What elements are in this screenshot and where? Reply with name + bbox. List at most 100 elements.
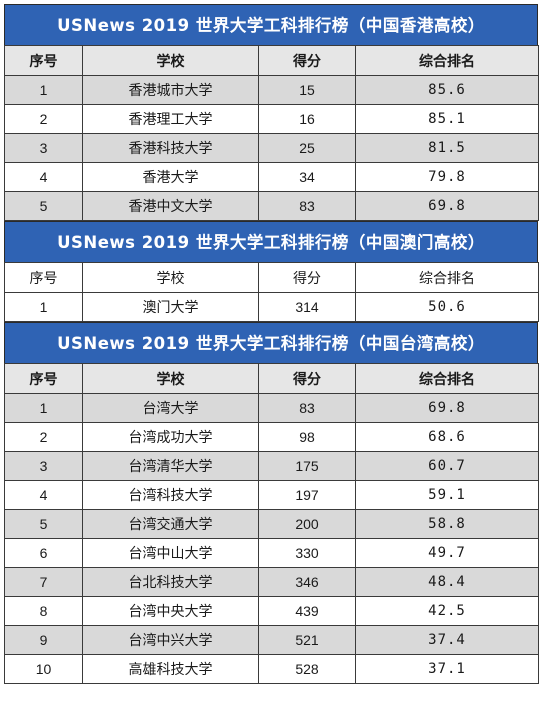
table-row: 7 台北科技大学 346 48.4: [4, 567, 539, 597]
cell-school: 台湾中央大学: [82, 596, 259, 626]
cell-score: 98: [258, 422, 356, 452]
cell-index: 3: [4, 451, 83, 481]
cell-score: 83: [258, 191, 356, 221]
section-title-taiwan: USNews 2019 世界大学工科排行榜（中国台湾高校）: [4, 322, 538, 363]
cell-school: 台湾交通大学: [82, 509, 259, 539]
section-title-hk: USNews 2019 世界大学工科排行榜（中国香港高校）: [4, 4, 538, 45]
cell-score: 528: [258, 654, 356, 684]
table-row: 5 台湾交通大学 200 58.8: [4, 509, 539, 539]
column-header-score: 得分: [258, 45, 356, 76]
cell-index: 6: [4, 538, 83, 568]
cell-score: 25: [258, 133, 356, 163]
cell-score: 34: [258, 162, 356, 192]
cell-index: 10: [4, 654, 83, 684]
cell-rank: 58.8: [355, 509, 539, 539]
cell-score: 314: [258, 292, 356, 322]
cell-school: 澳门大学: [82, 292, 259, 322]
cell-school: 香港理工大学: [82, 104, 259, 134]
cell-school: 台湾科技大学: [82, 480, 259, 510]
table-row: 2 台湾成功大学 98 68.6: [4, 422, 539, 452]
cell-rank: 48.4: [355, 567, 539, 597]
cell-index: 4: [4, 162, 83, 192]
cell-score: 175: [258, 451, 356, 481]
rankings-document: USNews 2019 世界大学工科排行榜（中国香港高校） 序号 学校 得分 综合排名 1…: [4, 4, 539, 684]
table-row: 2 香港理工大学 16 85.1: [4, 104, 539, 134]
cell-rank: 85.6: [355, 75, 539, 105]
cell-school: 香港大学: [82, 162, 259, 192]
table-row: 4 香港大学 34 79.8: [4, 162, 539, 192]
cell-school: 台湾大学: [82, 393, 259, 423]
cell-rank: 85.1: [355, 104, 539, 134]
cell-school: 香港城市大学: [82, 75, 259, 105]
cell-score: 83: [258, 393, 356, 423]
cell-rank: 60.7: [355, 451, 539, 481]
cell-rank: 68.6: [355, 422, 539, 452]
cell-score: 330: [258, 538, 356, 568]
cell-school: 台北科技大学: [82, 567, 259, 597]
cell-rank: 81.5: [355, 133, 539, 163]
column-header-school: 学校: [82, 262, 259, 293]
cell-score: 16: [258, 104, 356, 134]
cell-score: 521: [258, 625, 356, 655]
table-row: 6 台湾中山大学 330 49.7: [4, 538, 539, 568]
cell-score: 200: [258, 509, 356, 539]
cell-index: 5: [4, 509, 83, 539]
cell-index: 9: [4, 625, 83, 655]
table-row: 8 台湾中央大学 439 42.5: [4, 596, 539, 626]
column-header-rank: 综合排名: [355, 262, 539, 293]
cell-school: 香港科技大学: [82, 133, 259, 163]
cell-index: 1: [4, 393, 83, 423]
column-header-school: 学校: [82, 363, 259, 394]
cell-index: 5: [4, 191, 83, 221]
cell-index: 8: [4, 596, 83, 626]
cell-score: 439: [258, 596, 356, 626]
cell-school: 香港中文大学: [82, 191, 259, 221]
ranking-table-taiwan: 序号 学校 得分 综合排名 1 台湾大学 83 69.8 2 台湾成功大学 98 68.6 3 台湾清华大…: [4, 363, 539, 684]
table-header-row: 序号 学校 得分 综合排名: [4, 262, 539, 293]
cell-index: 7: [4, 567, 83, 597]
table-header-row: 序号 学校 得分 综合排名: [4, 45, 539, 76]
column-header-score: 得分: [258, 262, 356, 293]
table-row: 1 澳门大学 314 50.6: [4, 292, 539, 322]
table-row: 4 台湾科技大学 197 59.1: [4, 480, 539, 510]
cell-index: 2: [4, 104, 83, 134]
table-row: 3 台湾清华大学 175 60.7: [4, 451, 539, 481]
table-row: 10 高雄科技大学 528 37.1: [4, 654, 539, 684]
ranking-table-hk: 序号 学校 得分 综合排名 1 香港城市大学 15 85.6 2 香港理工大学 16 85.1 3 香港科…: [4, 45, 539, 221]
cell-rank: 69.8: [355, 393, 539, 423]
column-header-rank: 综合排名: [355, 363, 539, 394]
cell-rank: 59.1: [355, 480, 539, 510]
cell-index: 1: [4, 75, 83, 105]
table-row: 3 香港科技大学 25 81.5: [4, 133, 539, 163]
cell-index: 3: [4, 133, 83, 163]
cell-index: 1: [4, 292, 83, 322]
cell-index: 2: [4, 422, 83, 452]
column-header-school: 学校: [82, 45, 259, 76]
column-header-index: 序号: [4, 262, 83, 293]
cell-rank: 69.8: [355, 191, 539, 221]
ranking-table-macau: 序号 学校 得分 综合排名 1 澳门大学 314 50.6: [4, 262, 539, 322]
cell-rank: 42.5: [355, 596, 539, 626]
cell-school: 高雄科技大学: [82, 654, 259, 684]
cell-score: 15: [258, 75, 356, 105]
cell-school: 台湾成功大学: [82, 422, 259, 452]
section-title-macau: USNews 2019 世界大学工科排行榜（中国澳门高校）: [4, 221, 538, 262]
column-header-index: 序号: [4, 45, 83, 76]
cell-rank: 37.4: [355, 625, 539, 655]
cell-score: 197: [258, 480, 356, 510]
cell-rank: 79.8: [355, 162, 539, 192]
table-row: 1 香港城市大学 15 85.6: [4, 75, 539, 105]
cell-score: 346: [258, 567, 356, 597]
table-row: 9 台湾中兴大学 521 37.4: [4, 625, 539, 655]
table-row: 1 台湾大学 83 69.8: [4, 393, 539, 423]
cell-school: 台湾中兴大学: [82, 625, 259, 655]
column-header-index: 序号: [4, 363, 83, 394]
table-row: 5 香港中文大学 83 69.8: [4, 191, 539, 221]
column-header-rank: 综合排名: [355, 45, 539, 76]
table-header-row: 序号 学校 得分 综合排名: [4, 363, 539, 394]
cell-rank: 37.1: [355, 654, 539, 684]
cell-index: 4: [4, 480, 83, 510]
cell-rank: 49.7: [355, 538, 539, 568]
column-header-score: 得分: [258, 363, 356, 394]
cell-school: 台湾中山大学: [82, 538, 259, 568]
